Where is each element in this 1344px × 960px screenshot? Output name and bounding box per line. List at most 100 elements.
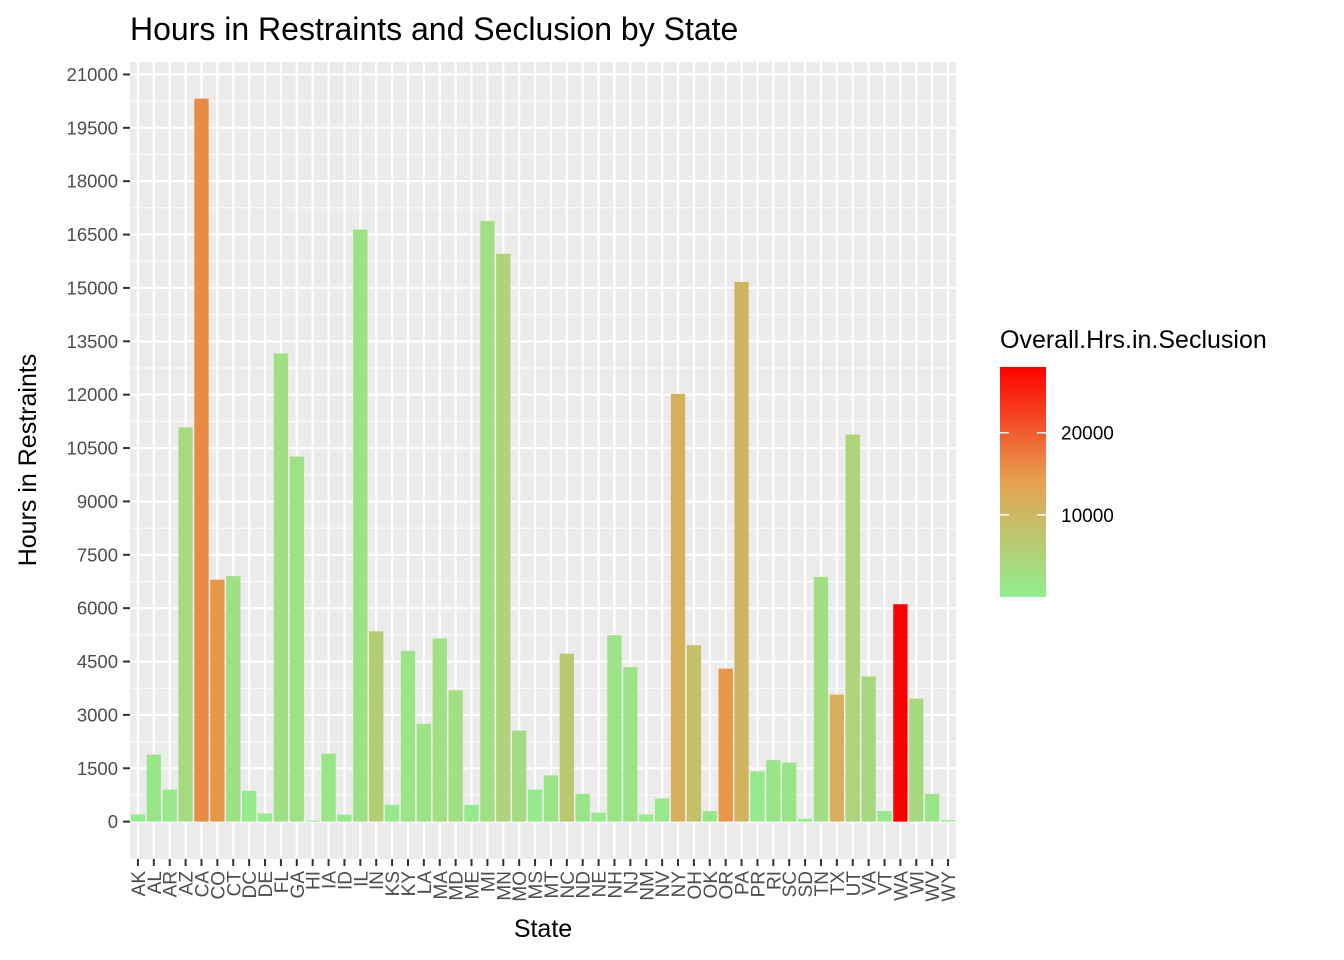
bar-nc (559, 653, 574, 822)
y-tick-label: 10500 (67, 438, 118, 459)
x-axis: AKALARAZCACOCTDCDEFLGAHIIAIDILINKSKYLAMA… (129, 859, 960, 902)
bar-wv (925, 793, 940, 822)
x-tick-label-hi: HI (304, 871, 325, 890)
x-tick-label-tx: TX (828, 871, 849, 896)
x-tick-label-wv: WV (923, 871, 944, 902)
bar-ny (670, 393, 686, 822)
bar-pr (750, 771, 765, 822)
legend-ticks: 10000 20000 (1000, 424, 1114, 527)
x-tick-label-sc: SC (780, 871, 801, 897)
x-tick-label-de: DE (256, 871, 277, 897)
bar-al (146, 754, 161, 822)
bar-mt (543, 775, 559, 822)
bar-ca (194, 98, 209, 822)
bar-ms (527, 789, 543, 822)
x-tick-label-nm: NM (637, 871, 658, 901)
bar-de (257, 813, 273, 822)
y-tick-label: 1500 (77, 758, 118, 779)
x-tick-label-co: CO (208, 871, 229, 900)
bar-mi (480, 221, 495, 822)
bar-tn (813, 576, 829, 822)
x-tick-label-oh: OH (685, 871, 706, 900)
bar-ut (845, 434, 860, 822)
chart-title: Hours in Restraints and Seclusion by Sta… (130, 11, 738, 47)
x-tick-label-md: MD (447, 871, 468, 901)
bar-md (448, 690, 463, 822)
x-tick-label-il: IL (351, 871, 372, 887)
x-tick-label-az: AZ (177, 871, 198, 896)
x-tick-label-pr: PR (748, 871, 769, 897)
x-tick-label-dc: DC (240, 871, 261, 898)
bar-la (416, 723, 432, 822)
x-tick-label-ar: AR (161, 871, 182, 897)
x-tick-label-ca: CA (192, 871, 213, 898)
y-tick-label: 9000 (77, 491, 118, 512)
bar-ne (591, 812, 606, 822)
x-tick-label-vt: VT (876, 871, 897, 896)
x-tick-label-va: VA (860, 871, 881, 895)
bar-mo (512, 730, 527, 822)
bar-fl (273, 353, 289, 822)
bar-nv (654, 798, 670, 822)
x-tick-label-ky: KY (399, 871, 420, 897)
bar-pa (734, 281, 749, 822)
bar-ar (162, 789, 177, 822)
bar-il (353, 229, 368, 822)
x-tick-label-ia: IA (320, 871, 341, 889)
bar-wy (940, 820, 956, 822)
x-tick-label-wy: WY (939, 871, 960, 902)
bar-nj (623, 667, 638, 822)
x-tick-label-al: AL (145, 871, 166, 894)
x-tick-label-nc: NC (558, 871, 579, 898)
legend-colorbar (1000, 367, 1046, 597)
x-tick-label-tn: TN (812, 871, 833, 896)
y-tick-label: 12000 (67, 384, 118, 405)
x-tick-label-ne: NE (590, 871, 611, 897)
x-tick-label-or: OR (717, 871, 738, 900)
x-tick-label-mo: MO (510, 871, 531, 902)
bar-ri (766, 760, 781, 822)
y-axis: 0 1500 3000 4500 6000 7500 9000 10500 12000 13500… (67, 64, 130, 832)
x-tick-label-me: ME (463, 871, 484, 900)
y-tick-label: 18000 (67, 171, 118, 192)
x-tick-label-ok: OK (701, 871, 722, 899)
bar-ma (432, 638, 447, 822)
x-tick-label-wa: WA (891, 871, 912, 901)
x-tick-label-ct: CT (224, 871, 245, 897)
bar-sd (797, 818, 813, 822)
y-tick-label: 15000 (67, 277, 118, 298)
x-tick-label-ma: MA (431, 871, 452, 900)
x-tick-label-ms: MS (526, 871, 547, 900)
bar-mn (496, 253, 511, 822)
bar-ks (384, 804, 400, 822)
y-tick-label: 6000 (77, 598, 118, 619)
x-tick-label-la: LA (415, 871, 436, 895)
bar-oh (686, 645, 702, 822)
bar-hi (305, 820, 320, 822)
bar-ga (289, 456, 304, 822)
x-tick-label-pa: PA (733, 871, 754, 895)
x-tick-label-in: IN (367, 871, 388, 890)
x-tick-label-ny: NY (669, 871, 690, 898)
bar-or (718, 668, 733, 822)
bar-sc (782, 762, 797, 822)
bar-az (178, 427, 193, 822)
bar-dc (241, 790, 257, 822)
bar-ia (321, 753, 336, 822)
y-tick-label: 16500 (67, 224, 118, 245)
x-tick-label-id: ID (335, 871, 356, 890)
x-tick-label-nh: NH (605, 871, 626, 898)
y-tick-label: 19500 (67, 117, 118, 138)
bar-co (210, 579, 225, 822)
bar-va (861, 676, 876, 822)
y-tick-label: 3000 (77, 704, 118, 725)
y-tick-label: 4500 (77, 651, 118, 672)
bar-ct (226, 576, 241, 822)
color-legend: Overall.Hrs.in.Seclusion 10000 20000 (1000, 326, 1267, 597)
x-tick-label-ri: RI (764, 871, 785, 890)
y-tick-label: 13500 (67, 331, 118, 352)
x-tick-label-wi: WI (907, 871, 928, 894)
bar-tx (829, 694, 845, 822)
bar-nm (639, 814, 654, 822)
